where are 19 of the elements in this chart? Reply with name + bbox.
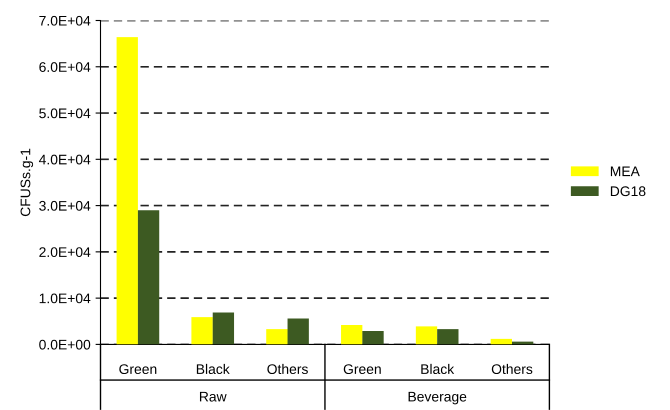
y-tick-label: 3.0E+04 <box>39 200 90 211</box>
y-tick-label: 1.0E+04 <box>40 293 90 304</box>
x-tick-label: Others <box>492 364 532 374</box>
text: Raw <box>200 392 227 402</box>
x-tick-label: Black <box>421 364 454 374</box>
y-tick-label: 5.0E+04 <box>39 108 90 118</box>
x-tick-label: Green <box>119 364 156 374</box>
y-tick-label: 7.0E+04 <box>39 16 90 26</box>
text: Beverage <box>408 392 466 404</box>
x-tick-label: Green <box>344 364 381 374</box>
x-tick-label: Others <box>267 364 308 374</box>
y-tick-label: 0.0E+00 <box>39 340 90 350</box>
legend-label: DG18 <box>610 186 646 196</box>
y-tick-label: 6.0E+04 <box>39 62 90 72</box>
y-tick-label: 2.0E+04 <box>39 247 90 258</box>
x-tick-label: Black <box>196 364 230 374</box>
y-axis-title: CFUSs.g-1 <box>20 148 34 216</box>
legend-label: MEA <box>610 166 640 176</box>
y-tick-label: 4.0E+04 <box>38 154 90 164</box>
